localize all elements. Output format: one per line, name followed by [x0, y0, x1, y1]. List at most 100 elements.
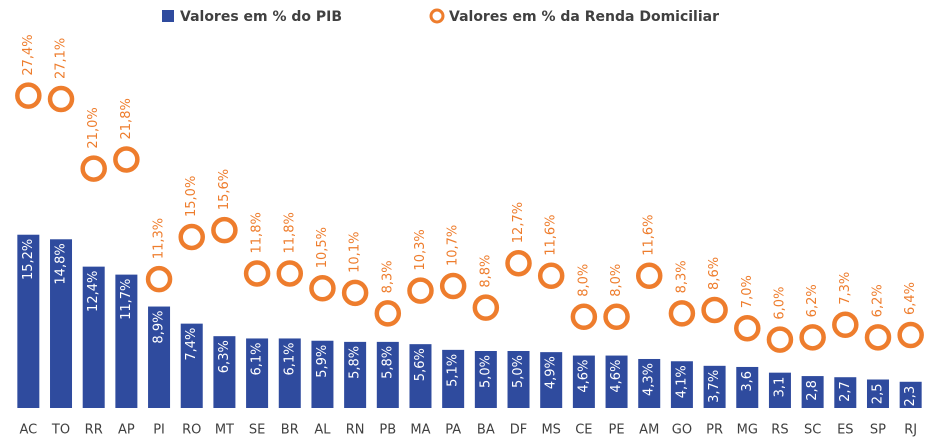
bar-value-label: 5,1% [446, 354, 461, 387]
bar [311, 340, 334, 408]
bar-value-label: 5,8% [348, 346, 363, 379]
marker [864, 324, 892, 351]
marker-value-label: 10,5% [315, 227, 330, 268]
legend-label: Valores em % do PIB [180, 9, 342, 25]
bar [115, 274, 138, 408]
x-tick-label: PB [379, 423, 396, 438]
bar [409, 344, 432, 408]
bar-value-label: 11,7% [119, 279, 134, 320]
marker-value-label: 11,8% [250, 212, 265, 253]
bar-value-label: 3,6 [740, 371, 755, 392]
marker [570, 303, 598, 331]
marker [439, 272, 467, 300]
marker-value-label: 6,2% [805, 284, 820, 317]
marker-value-label: 10,1% [348, 232, 363, 273]
x-tick-label: AL [314, 423, 331, 438]
bar [736, 366, 759, 408]
bar-value-label: 8,9% [152, 311, 167, 344]
x-tick-label: MA [410, 423, 430, 438]
bar-value-label: 5,0% [478, 355, 493, 388]
marker-value-label: 8,0% [609, 264, 624, 297]
x-tick-label: GO [672, 423, 692, 438]
bar-value-label: 2,8 [805, 380, 820, 401]
x-tick-label: TO [51, 423, 70, 438]
x-tick-label: AM [639, 423, 659, 438]
marker [211, 216, 238, 244]
bar-value-label: 5,9% [315, 345, 330, 378]
marker [603, 303, 630, 331]
marker [832, 311, 859, 339]
x-tick-label: SE [249, 423, 265, 438]
bar [540, 352, 563, 408]
legend-swatch [162, 10, 174, 22]
bar-value-label: 6,1% [282, 342, 297, 375]
marker [505, 249, 532, 277]
bar [703, 365, 726, 408]
x-tick-label: SP [870, 423, 886, 438]
x-tick-label: ES [837, 423, 853, 438]
bar-value-label: 7,4% [184, 328, 199, 361]
bar [180, 323, 203, 408]
marker-value-label: 11,8% [282, 212, 297, 253]
bar [344, 341, 367, 408]
marker-value-label: 21,0% [86, 107, 101, 148]
bar [17, 234, 40, 408]
marker-value-label: 6,0% [772, 287, 787, 320]
marker-value-label: 10,7% [446, 225, 461, 266]
bar-value-label: 5,8% [380, 346, 395, 379]
marker [374, 300, 402, 327]
bar [605, 355, 628, 408]
bar-value-label: 4,3% [642, 363, 657, 396]
marker-value-label: 27,4% [21, 34, 36, 75]
marker-value-label: 7,3% [838, 272, 853, 305]
x-tick-label: RJ [904, 423, 917, 438]
marker [178, 223, 205, 251]
marker [80, 155, 107, 182]
marker [472, 294, 500, 321]
x-tick-label: PA [445, 423, 461, 438]
marker [145, 265, 173, 293]
marker [309, 275, 336, 302]
bar-value-label: 3,7% [707, 370, 722, 403]
bar-value-label: 5,0% [511, 355, 526, 388]
x-tick-label: PE [609, 423, 625, 438]
x-tick-label: PR [706, 423, 723, 438]
x-tick-label: CE [575, 423, 592, 438]
marker-value-label: 8,6% [707, 257, 722, 290]
bar [148, 306, 171, 408]
bar-value-label: 5,6% [413, 348, 428, 381]
bar-value-label: 4,9% [544, 356, 559, 389]
bar [50, 239, 73, 408]
bar [801, 376, 824, 408]
x-tick-label: DF [510, 423, 528, 438]
legend-label: Valores em % da Renda Domiciliar [449, 9, 719, 25]
marker-value-label: 8,3% [380, 260, 395, 293]
bar [768, 372, 791, 408]
marker [537, 262, 565, 290]
x-tick-label: BA [477, 423, 495, 438]
bar [442, 349, 465, 408]
marker-value-label: 8,8% [478, 255, 493, 288]
bar [899, 381, 922, 408]
bar-value-label: 6,3% [217, 340, 232, 373]
marker [701, 296, 728, 324]
x-tick-label: RO [182, 423, 201, 438]
marker-value-label: 6,2% [870, 284, 885, 317]
marker [341, 279, 369, 307]
x-tick-label: RS [771, 423, 788, 438]
bar [834, 377, 857, 408]
marker [407, 277, 434, 304]
marker-value-label: 6,4% [903, 282, 918, 315]
marker-value-label: 15,0% [184, 176, 199, 217]
marker [897, 321, 924, 349]
marker-value-label: 11,6% [642, 214, 657, 255]
bar [474, 351, 497, 408]
bar [246, 338, 269, 408]
marker-value-label: 27,1% [54, 38, 69, 79]
x-tick-label: SC [804, 423, 821, 438]
x-tick-label: PI [153, 423, 165, 438]
bar-value-label: 4,6% [609, 360, 624, 393]
marker-value-label: 7,0% [740, 275, 755, 308]
x-tick-label: MS [541, 423, 560, 438]
